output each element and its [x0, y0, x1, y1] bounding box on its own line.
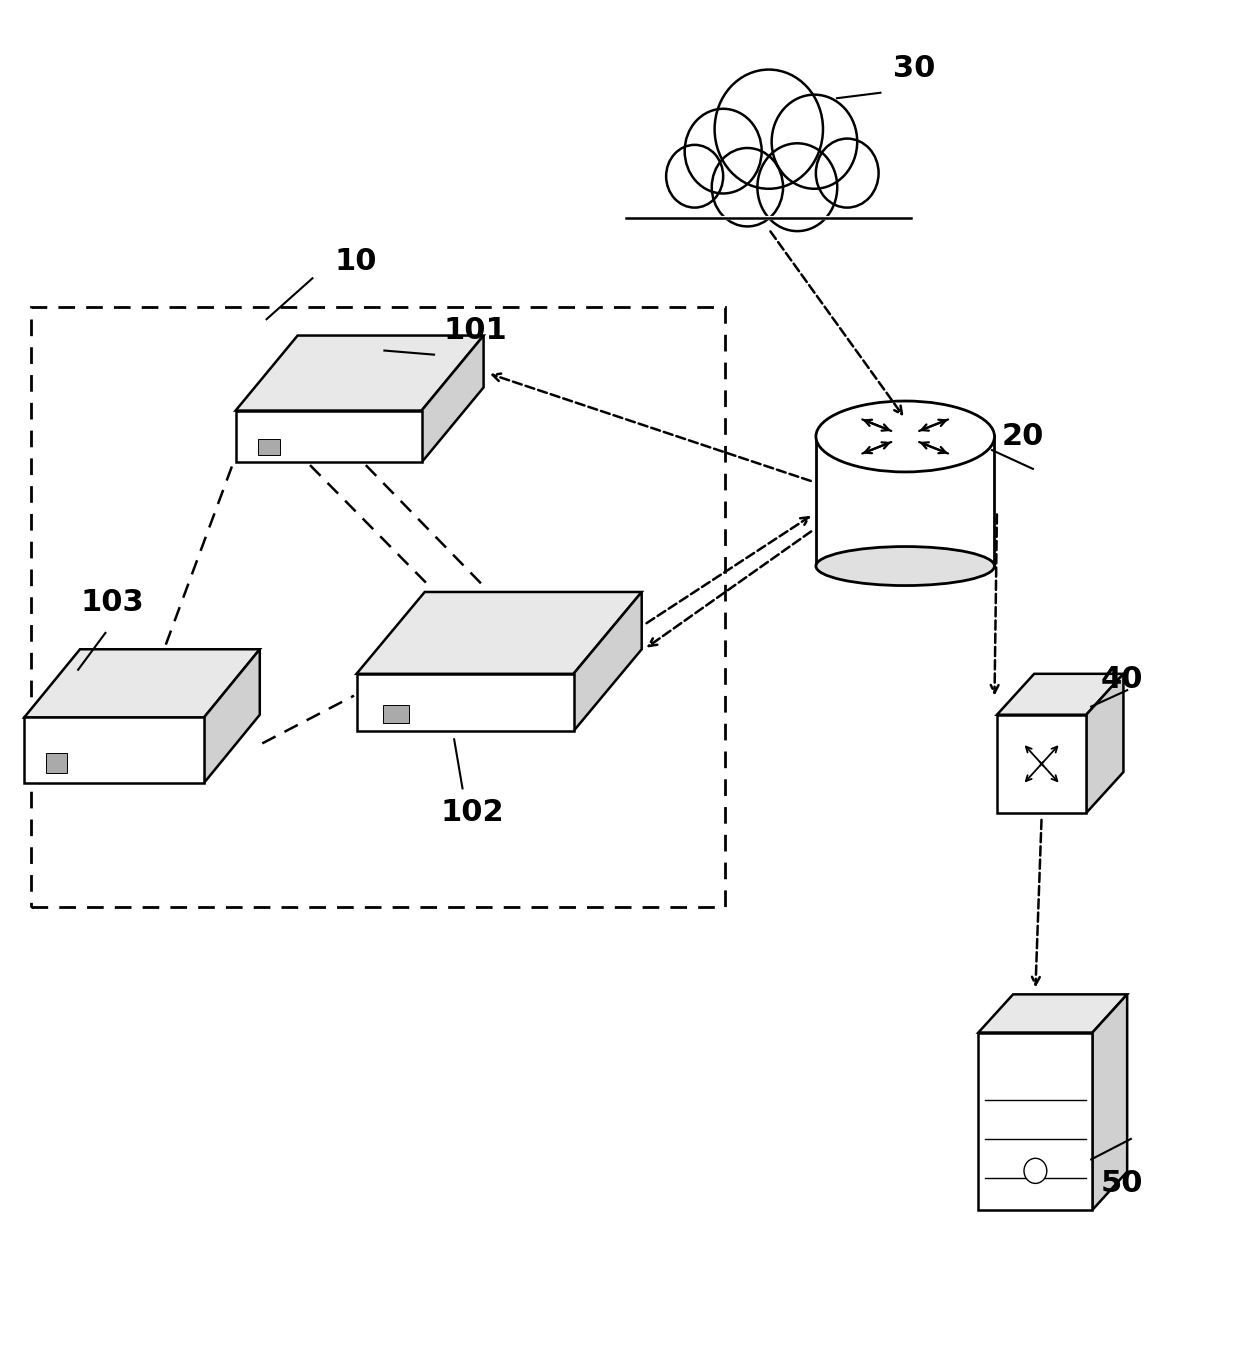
Circle shape [1024, 1158, 1047, 1184]
Polygon shape [997, 715, 1086, 813]
Polygon shape [382, 705, 409, 723]
Circle shape [771, 94, 857, 188]
Polygon shape [570, 191, 967, 246]
Text: 30: 30 [893, 53, 935, 83]
Polygon shape [422, 336, 484, 462]
Text: 40: 40 [1101, 664, 1143, 694]
Polygon shape [258, 439, 280, 454]
Circle shape [666, 145, 723, 207]
Ellipse shape [816, 547, 994, 585]
Text: 10: 10 [335, 247, 377, 277]
Text: 101: 101 [444, 315, 507, 345]
Polygon shape [25, 717, 203, 783]
Polygon shape [203, 649, 259, 783]
Polygon shape [1086, 674, 1123, 813]
Polygon shape [978, 994, 1127, 1033]
Circle shape [816, 139, 879, 207]
Polygon shape [46, 753, 67, 773]
Text: 103: 103 [81, 588, 144, 618]
Polygon shape [357, 592, 642, 674]
Polygon shape [357, 674, 573, 731]
Circle shape [684, 109, 761, 194]
Polygon shape [816, 436, 994, 566]
Polygon shape [997, 674, 1123, 715]
Ellipse shape [816, 401, 994, 472]
Circle shape [712, 149, 784, 226]
Circle shape [714, 70, 823, 188]
Polygon shape [1092, 994, 1127, 1210]
Text: 50: 50 [1101, 1169, 1143, 1199]
Polygon shape [978, 1033, 1092, 1210]
Polygon shape [236, 336, 484, 411]
Text: 102: 102 [440, 798, 503, 828]
Polygon shape [573, 592, 642, 731]
Text: 20: 20 [1002, 421, 1044, 451]
Circle shape [758, 143, 837, 231]
Polygon shape [25, 649, 259, 717]
Polygon shape [236, 411, 422, 462]
